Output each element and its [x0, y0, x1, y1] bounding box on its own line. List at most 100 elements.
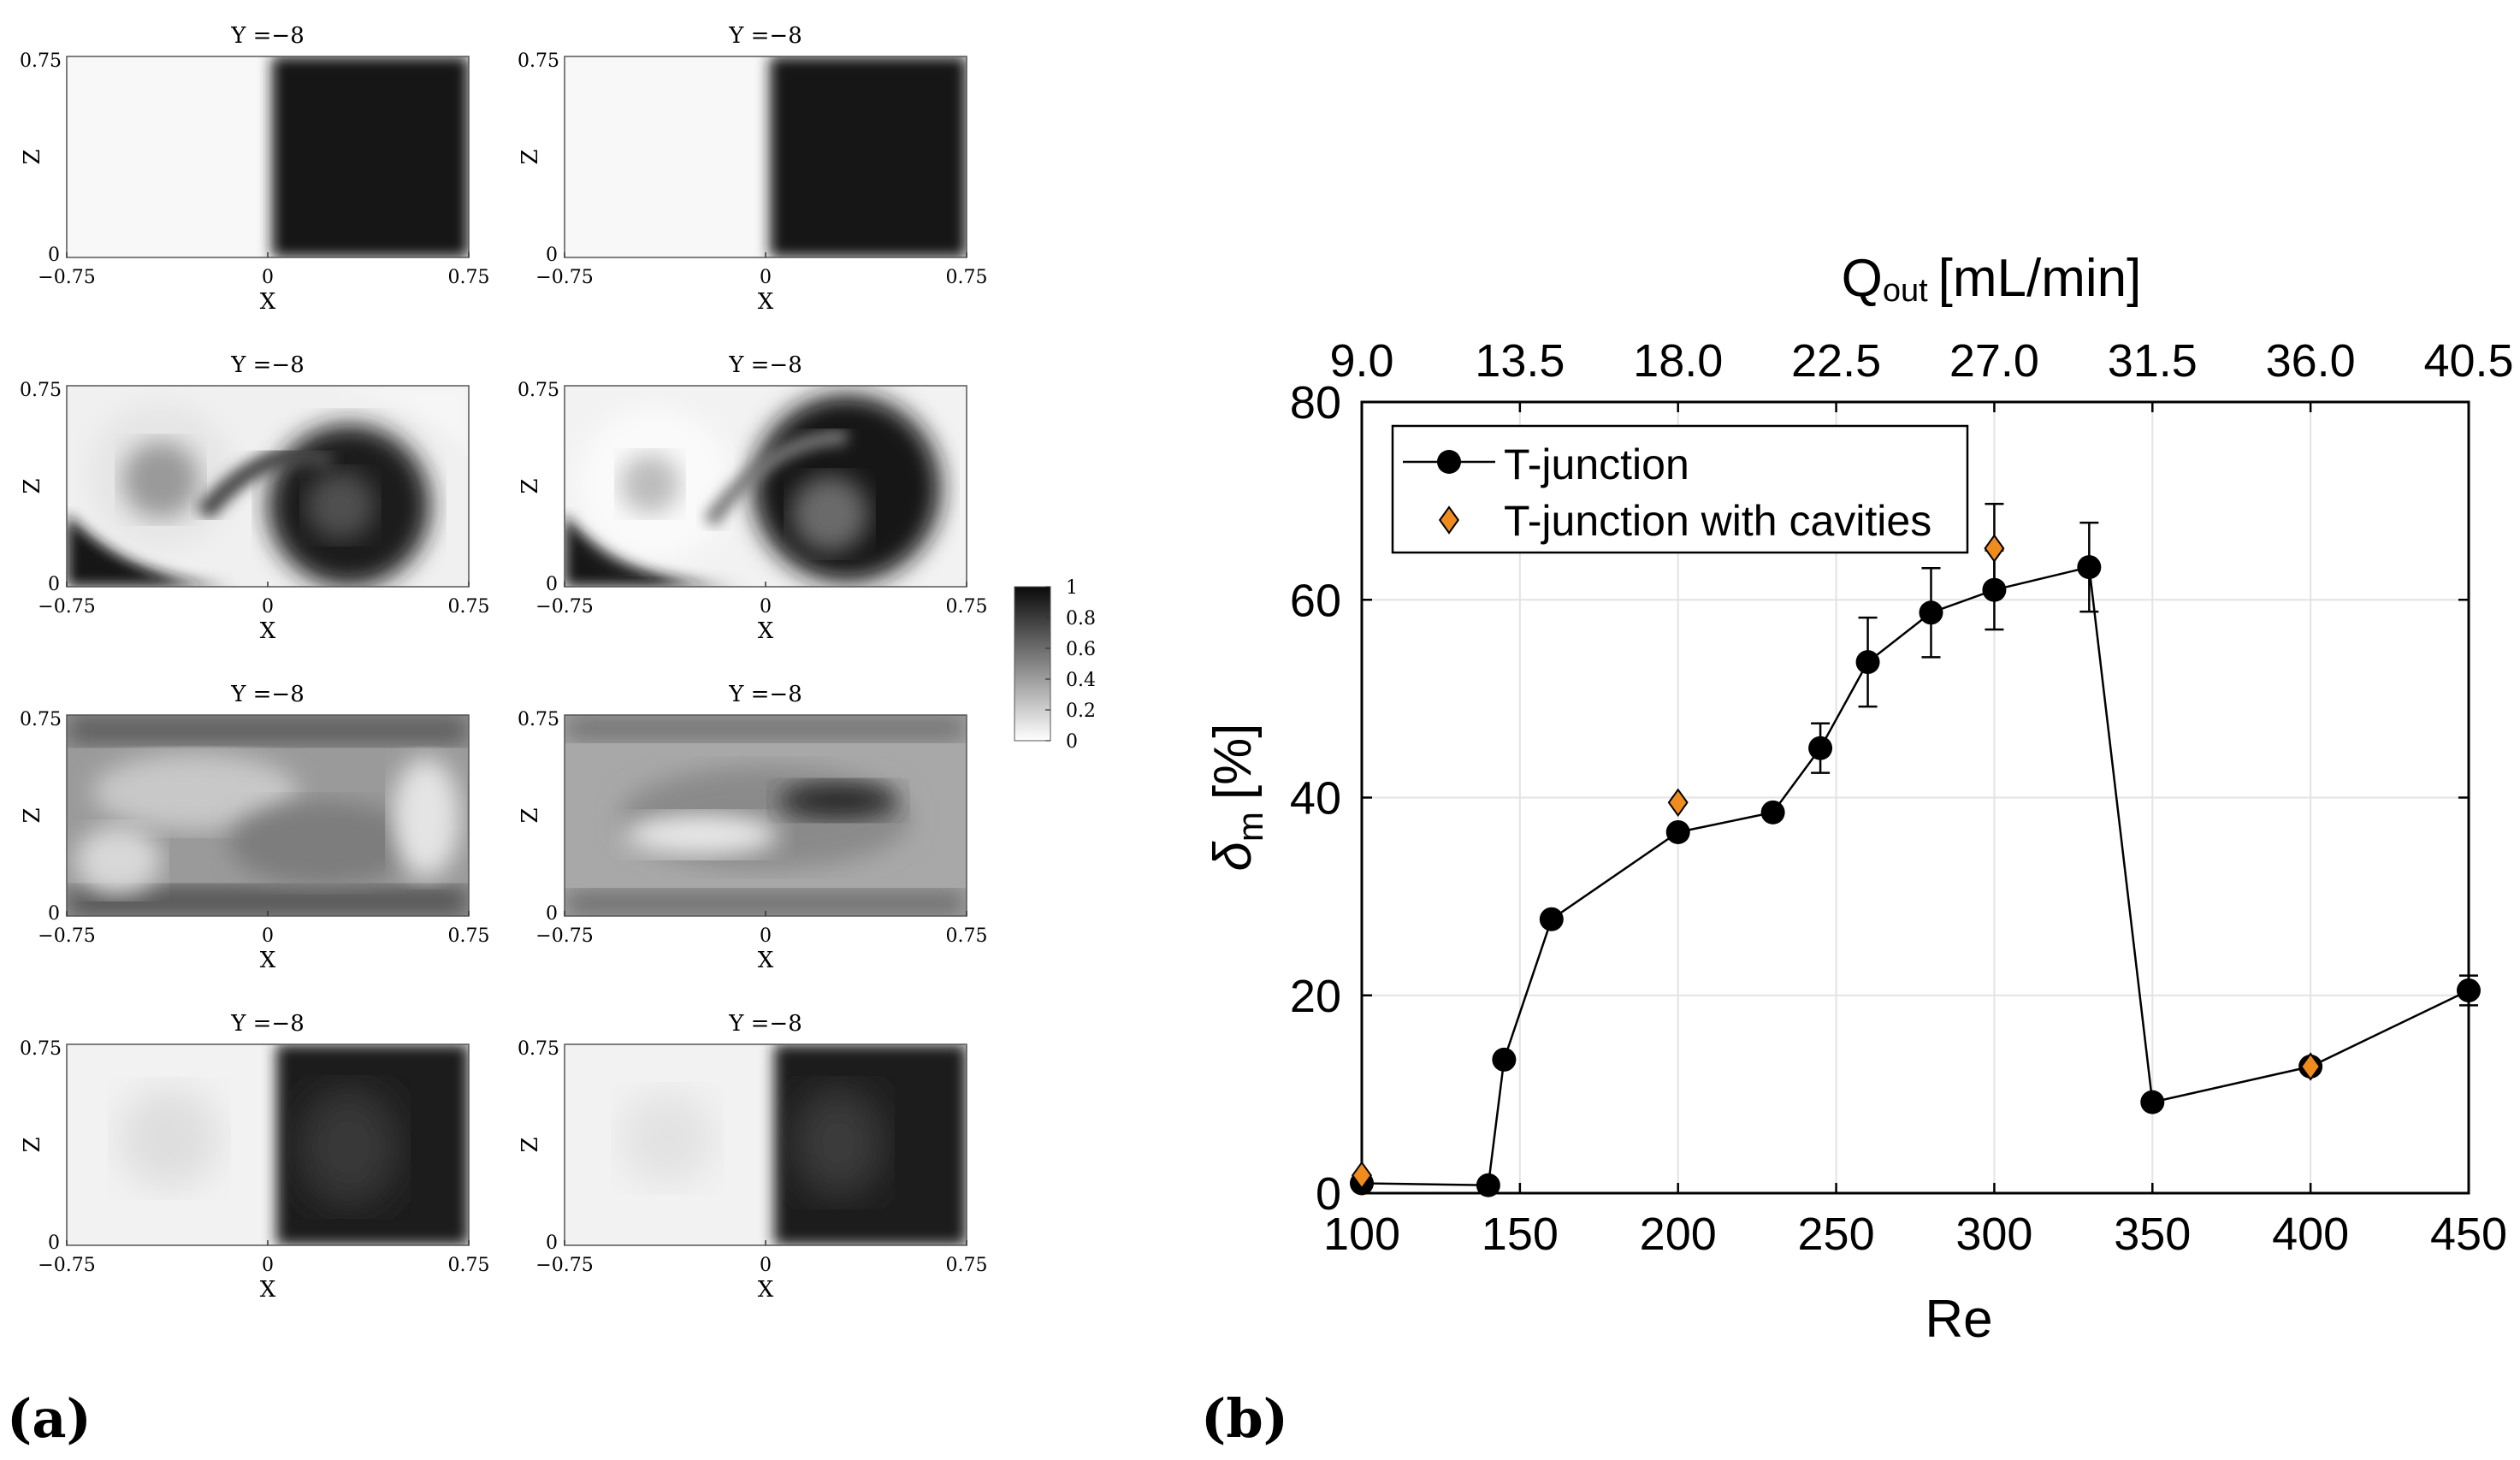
contour-x-tick: −0.75 [535, 1255, 593, 1276]
contour-image [565, 715, 967, 916]
top-tick-label: 36.0 [2266, 335, 2356, 387]
contour-image [565, 386, 967, 587]
x-tick-label: 450 [2430, 1209, 2507, 1260]
contour-xlabel: X [260, 948, 276, 973]
contour-title: Y =−8 [230, 352, 305, 378]
top-tick-label: 31.5 [2108, 335, 2198, 387]
x-tick-label: 400 [2272, 1209, 2349, 1260]
legend-marker-cavities [1438, 505, 1460, 535]
contour-x-tick: 0.75 [946, 596, 988, 618]
legend-marker-t-junction [1437, 450, 1461, 474]
point-t-junction [1665, 819, 1690, 844]
contour-x-tick: 0.75 [448, 925, 490, 947]
contour-xlabel: X [260, 618, 276, 644]
colorbar-tick: 1 [1066, 577, 1078, 599]
contour-y-tick: 0.75 [518, 709, 559, 730]
contour-x-tick: 0 [760, 925, 772, 947]
point-t-junction [1919, 600, 1943, 625]
contour-x-tick: −0.75 [38, 267, 95, 288]
top-tick-label: 18.0 [1633, 335, 1723, 387]
x-tick-label: 200 [1640, 1209, 1717, 1260]
contour-title: Y =−8 [230, 23, 305, 49]
contour-x-tick: −0.75 [535, 596, 593, 618]
top-axis-sub: out [1883, 273, 1928, 309]
contour-xlabel: X [758, 1277, 774, 1303]
contour-y-tick: 0 [48, 574, 60, 595]
point-t-junction [1492, 1047, 1517, 1072]
top-tick-label: 40.5 [2423, 335, 2513, 387]
contour-title: Y =−8 [728, 1011, 802, 1037]
contour-image [67, 715, 469, 916]
top-tick-label: 13.5 [1475, 335, 1565, 387]
panel-label-b: (b) [1201, 1387, 1288, 1450]
contour-y-tick: 0 [546, 574, 558, 595]
contour-x-tick: 0 [262, 267, 274, 288]
point-t-junction [2140, 1090, 2165, 1114]
contour-x-tick: 0 [262, 925, 274, 947]
contour-y-tick: 0.75 [20, 709, 62, 730]
contour-x-tick: 0.75 [946, 267, 988, 288]
contour-x-tick: 0 [760, 1255, 772, 1276]
contour-y-tick: 0 [48, 903, 60, 925]
contour-image [67, 386, 469, 587]
point-t-junction [1539, 907, 1564, 931]
top-tick-label: 27.0 [1949, 335, 2039, 387]
contour-ylabel: Z [20, 807, 45, 823]
legend-box [1391, 424, 1969, 554]
x-tick-label: 100 [1323, 1209, 1400, 1260]
contour-title: Y =−8 [728, 23, 802, 49]
contour-y-tick: 0 [48, 245, 60, 266]
contour-y-tick: 0.75 [518, 1038, 559, 1060]
contour-y-tick: 0.75 [518, 380, 559, 401]
contour-x-tick: 0.75 [448, 596, 490, 618]
colorbar-tick: 0.8 [1066, 608, 1096, 630]
y-tick-label: 40 [1290, 773, 1341, 825]
contour-title: Y =−8 [728, 352, 802, 378]
panel-label-a: (a) [7, 1387, 92, 1450]
contour-image [67, 56, 469, 257]
contour-ylabel: Z [20, 149, 45, 164]
point-t-junction-cavities [1667, 788, 1689, 817]
colorbar-tick: 0.2 [1066, 700, 1096, 722]
y-axis-delta: δ [1204, 842, 1263, 872]
legend-label: T-junction [1504, 440, 1689, 488]
contour-xlabel: X [758, 289, 774, 315]
top-tick-label: 9.0 [1329, 335, 1393, 387]
contour-ylabel: Z [518, 149, 543, 164]
series-line-t-junction [1361, 565, 2470, 1187]
contour-y-tick: 0.75 [518, 50, 559, 72]
contour-x-tick: −0.75 [38, 596, 95, 618]
x-axis-label: Re [1925, 1290, 1992, 1349]
legend-label: T-junction with cavities [1504, 497, 1931, 545]
contour-x-tick: 0.75 [946, 925, 988, 947]
contour-title: Y =−8 [230, 1011, 305, 1037]
x-tick-label: 150 [1482, 1209, 1559, 1260]
contour-y-tick: 0 [546, 245, 558, 266]
contour-x-tick: −0.75 [535, 267, 593, 288]
colorbar-tick: 0.4 [1066, 670, 1096, 691]
point-t-junction [1476, 1173, 1500, 1197]
contour-x-tick: 0 [760, 267, 772, 288]
x-tick-label: 300 [1955, 1209, 2032, 1260]
point-t-junction-cavities [2300, 1052, 2322, 1081]
contour-image [67, 1044, 469, 1245]
top-axis-label: Qout [mL/min] [1842, 249, 2142, 309]
contour-x-tick: 0 [262, 1255, 274, 1276]
colorbar: 1 0.8 0.6 0.4 0.2 0 [1014, 577, 1096, 753]
colorbar-tick: 0.6 [1066, 639, 1096, 660]
contour-x-tick: −0.75 [38, 1255, 95, 1276]
contour-ylabel: Z [20, 478, 45, 494]
contour-image [565, 1044, 967, 1245]
contour-xlabel: X [260, 289, 276, 315]
point-t-junction [2077, 555, 2102, 580]
contour-title: Y =−8 [230, 682, 305, 707]
point-t-junction [1982, 577, 2007, 602]
point-t-junction [1760, 800, 1785, 825]
y-tick-label: 60 [1290, 575, 1341, 626]
